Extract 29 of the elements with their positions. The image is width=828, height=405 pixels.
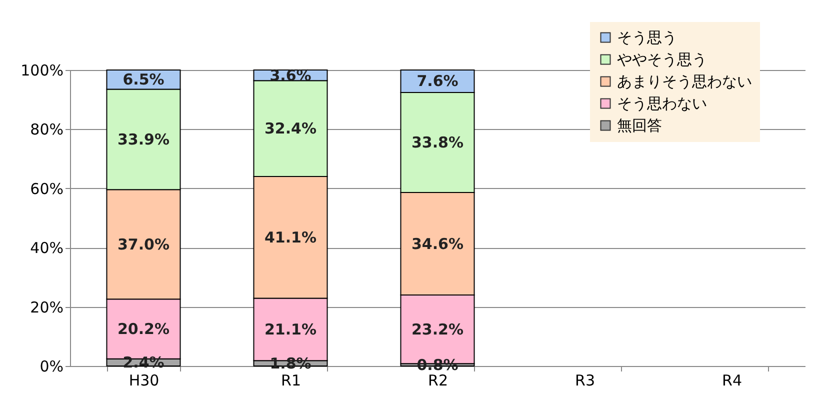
- data-label: 37.0%: [117, 235, 170, 254]
- data-label: 21.1%: [264, 320, 317, 338]
- y-tick-label: 100%: [20, 62, 64, 80]
- legend-label: ややそう思う: [617, 50, 707, 68]
- y-tick-label: 0%: [40, 358, 64, 376]
- data-label: 6.5%: [122, 70, 164, 89]
- legend-label: 無回答: [617, 116, 662, 134]
- x-tick-label: R1: [281, 372, 301, 390]
- x-tick-label: R2: [428, 372, 448, 390]
- y-tick-label: 40%: [30, 239, 64, 258]
- legend-label: あまりそう思わない: [617, 72, 752, 90]
- y-tick-label: 60%: [30, 180, 64, 198]
- data-label: 34.6%: [411, 234, 464, 253]
- data-label: 7.6%: [416, 72, 458, 90]
- x-tick-label: R3: [575, 372, 595, 390]
- y-tick-label: 20%: [30, 298, 64, 316]
- data-label: 33.9%: [117, 130, 170, 148]
- x-tick-label: R4: [722, 372, 742, 390]
- y-tick-label: 80%: [30, 120, 64, 139]
- legend-label: そう思わない: [617, 94, 707, 112]
- data-label: 3.6%: [270, 66, 312, 84]
- legend-label: そう思う: [617, 28, 677, 46]
- data-label: 0.8%: [416, 356, 458, 374]
- data-label: 20.2%: [117, 320, 170, 338]
- data-label: 23.2%: [411, 320, 464, 338]
- data-label: 32.4%: [264, 120, 317, 138]
- data-label: 33.8%: [411, 134, 464, 152]
- x-tick-label: H30: [128, 372, 160, 390]
- data-label: 41.1%: [264, 228, 317, 246]
